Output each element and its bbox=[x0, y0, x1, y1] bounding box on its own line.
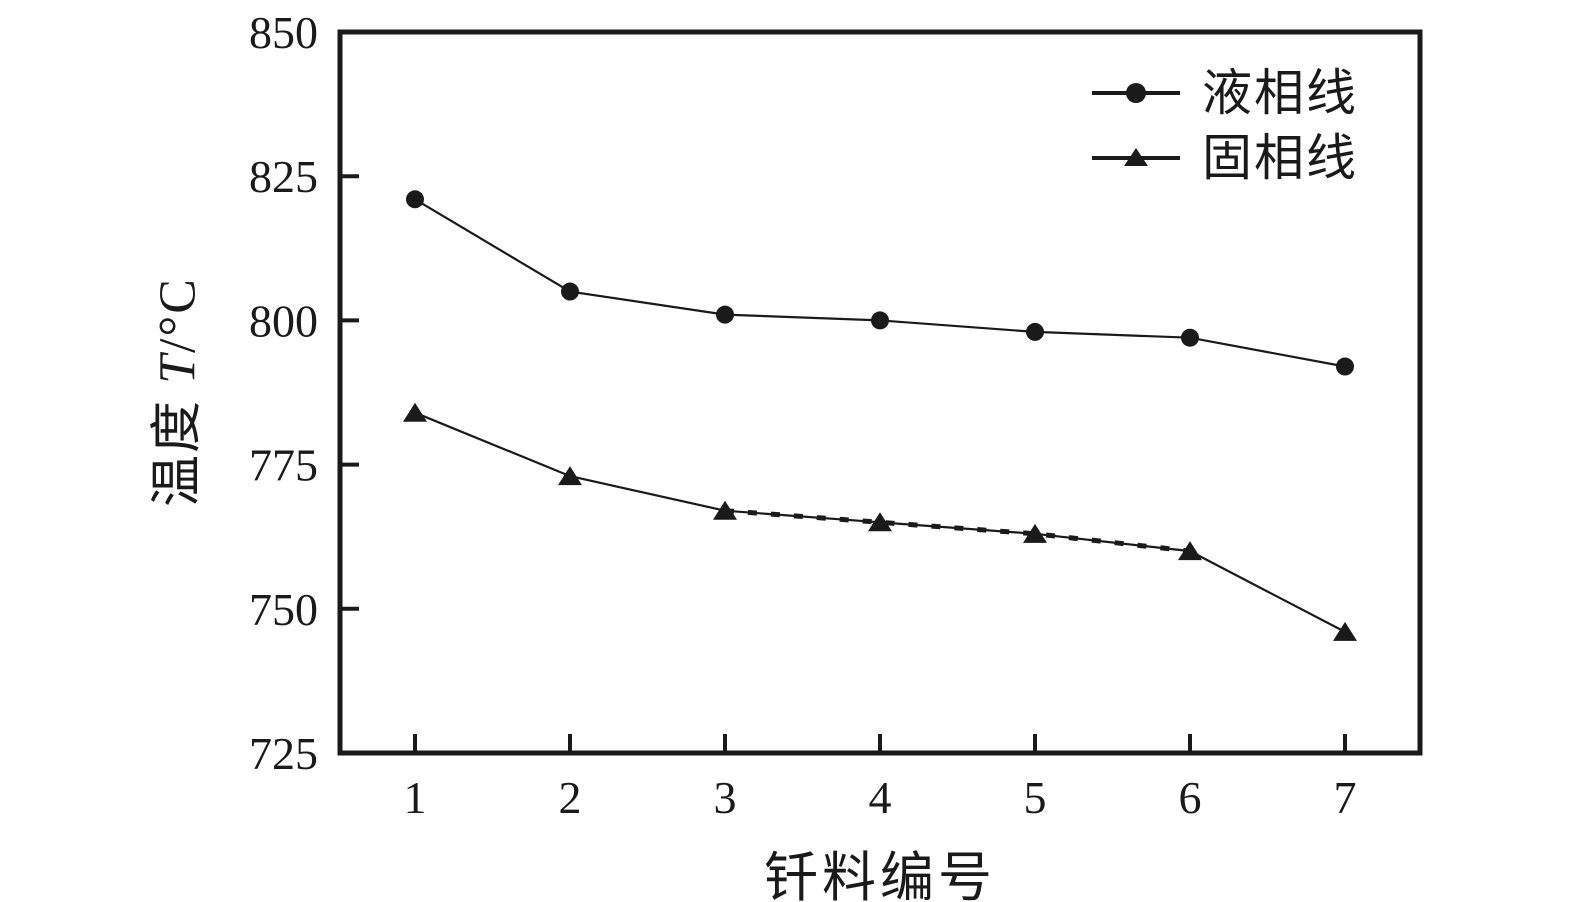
x-axis-title: 钎料编号 bbox=[764, 848, 996, 902]
legend-label-solidus: 固相线 bbox=[1202, 129, 1358, 186]
circle-data-point-marker bbox=[871, 311, 889, 330]
circle-data-point-marker bbox=[1026, 322, 1044, 341]
y-tick-label: 775 bbox=[249, 440, 318, 491]
legend-item-liquidus: 液相线 bbox=[1090, 60, 1358, 125]
x-tick-label: 3 bbox=[714, 772, 737, 823]
legend-label-liquidus: 液相线 bbox=[1202, 64, 1358, 121]
x-tick-label: 2 bbox=[559, 772, 582, 823]
y-axis-title-suffix: /°C bbox=[149, 277, 207, 353]
solidus-dashed-overlay bbox=[724, 508, 1191, 554]
y-axis-title-prefix: 温度 bbox=[149, 383, 207, 507]
x-tick-label: 7 bbox=[1334, 772, 1357, 823]
y-tick-label: 825 bbox=[249, 151, 318, 202]
triangle-data-point-marker bbox=[403, 402, 427, 422]
liquidus-line bbox=[414, 198, 1346, 368]
triangle-data-point-marker bbox=[868, 512, 892, 532]
triangle-data-point-marker bbox=[1023, 523, 1047, 543]
triangle-data-point-marker bbox=[1333, 621, 1357, 641]
plot-frame bbox=[337, 29, 1423, 756]
triangle-data-point-marker bbox=[558, 466, 582, 486]
legend-circle-marker-icon bbox=[1092, 82, 1180, 103]
y-axis-title: 温度 T/°C bbox=[135, 277, 210, 507]
triangle-data-point-marker bbox=[1178, 541, 1202, 561]
circle-data-point-marker bbox=[561, 282, 579, 301]
y-tick-label: 800 bbox=[249, 295, 318, 346]
y-tick-label: 725 bbox=[249, 728, 318, 779]
legend-item-solidus: 固相线 bbox=[1090, 125, 1358, 190]
y-tick-label: 750 bbox=[249, 584, 318, 635]
circle-data-point-marker bbox=[406, 190, 424, 209]
x-tick-label: 5 bbox=[1024, 772, 1047, 823]
x-tick-label: 1 bbox=[404, 772, 427, 823]
circle-data-point-marker bbox=[1336, 357, 1354, 376]
legend-triangle-marker-icon bbox=[1092, 147, 1180, 166]
circle-data-point-marker bbox=[716, 305, 734, 324]
x-tick-label: 4 bbox=[869, 772, 892, 823]
y-tick-label: 850 bbox=[249, 7, 318, 58]
y-axis-title-symbol: T bbox=[149, 353, 207, 384]
legend: 液相线 固相线 bbox=[1090, 60, 1358, 190]
x-tick-label: 6 bbox=[1179, 772, 1202, 823]
circle-data-point-marker bbox=[1181, 328, 1199, 347]
triangle-data-point-marker bbox=[713, 500, 737, 520]
